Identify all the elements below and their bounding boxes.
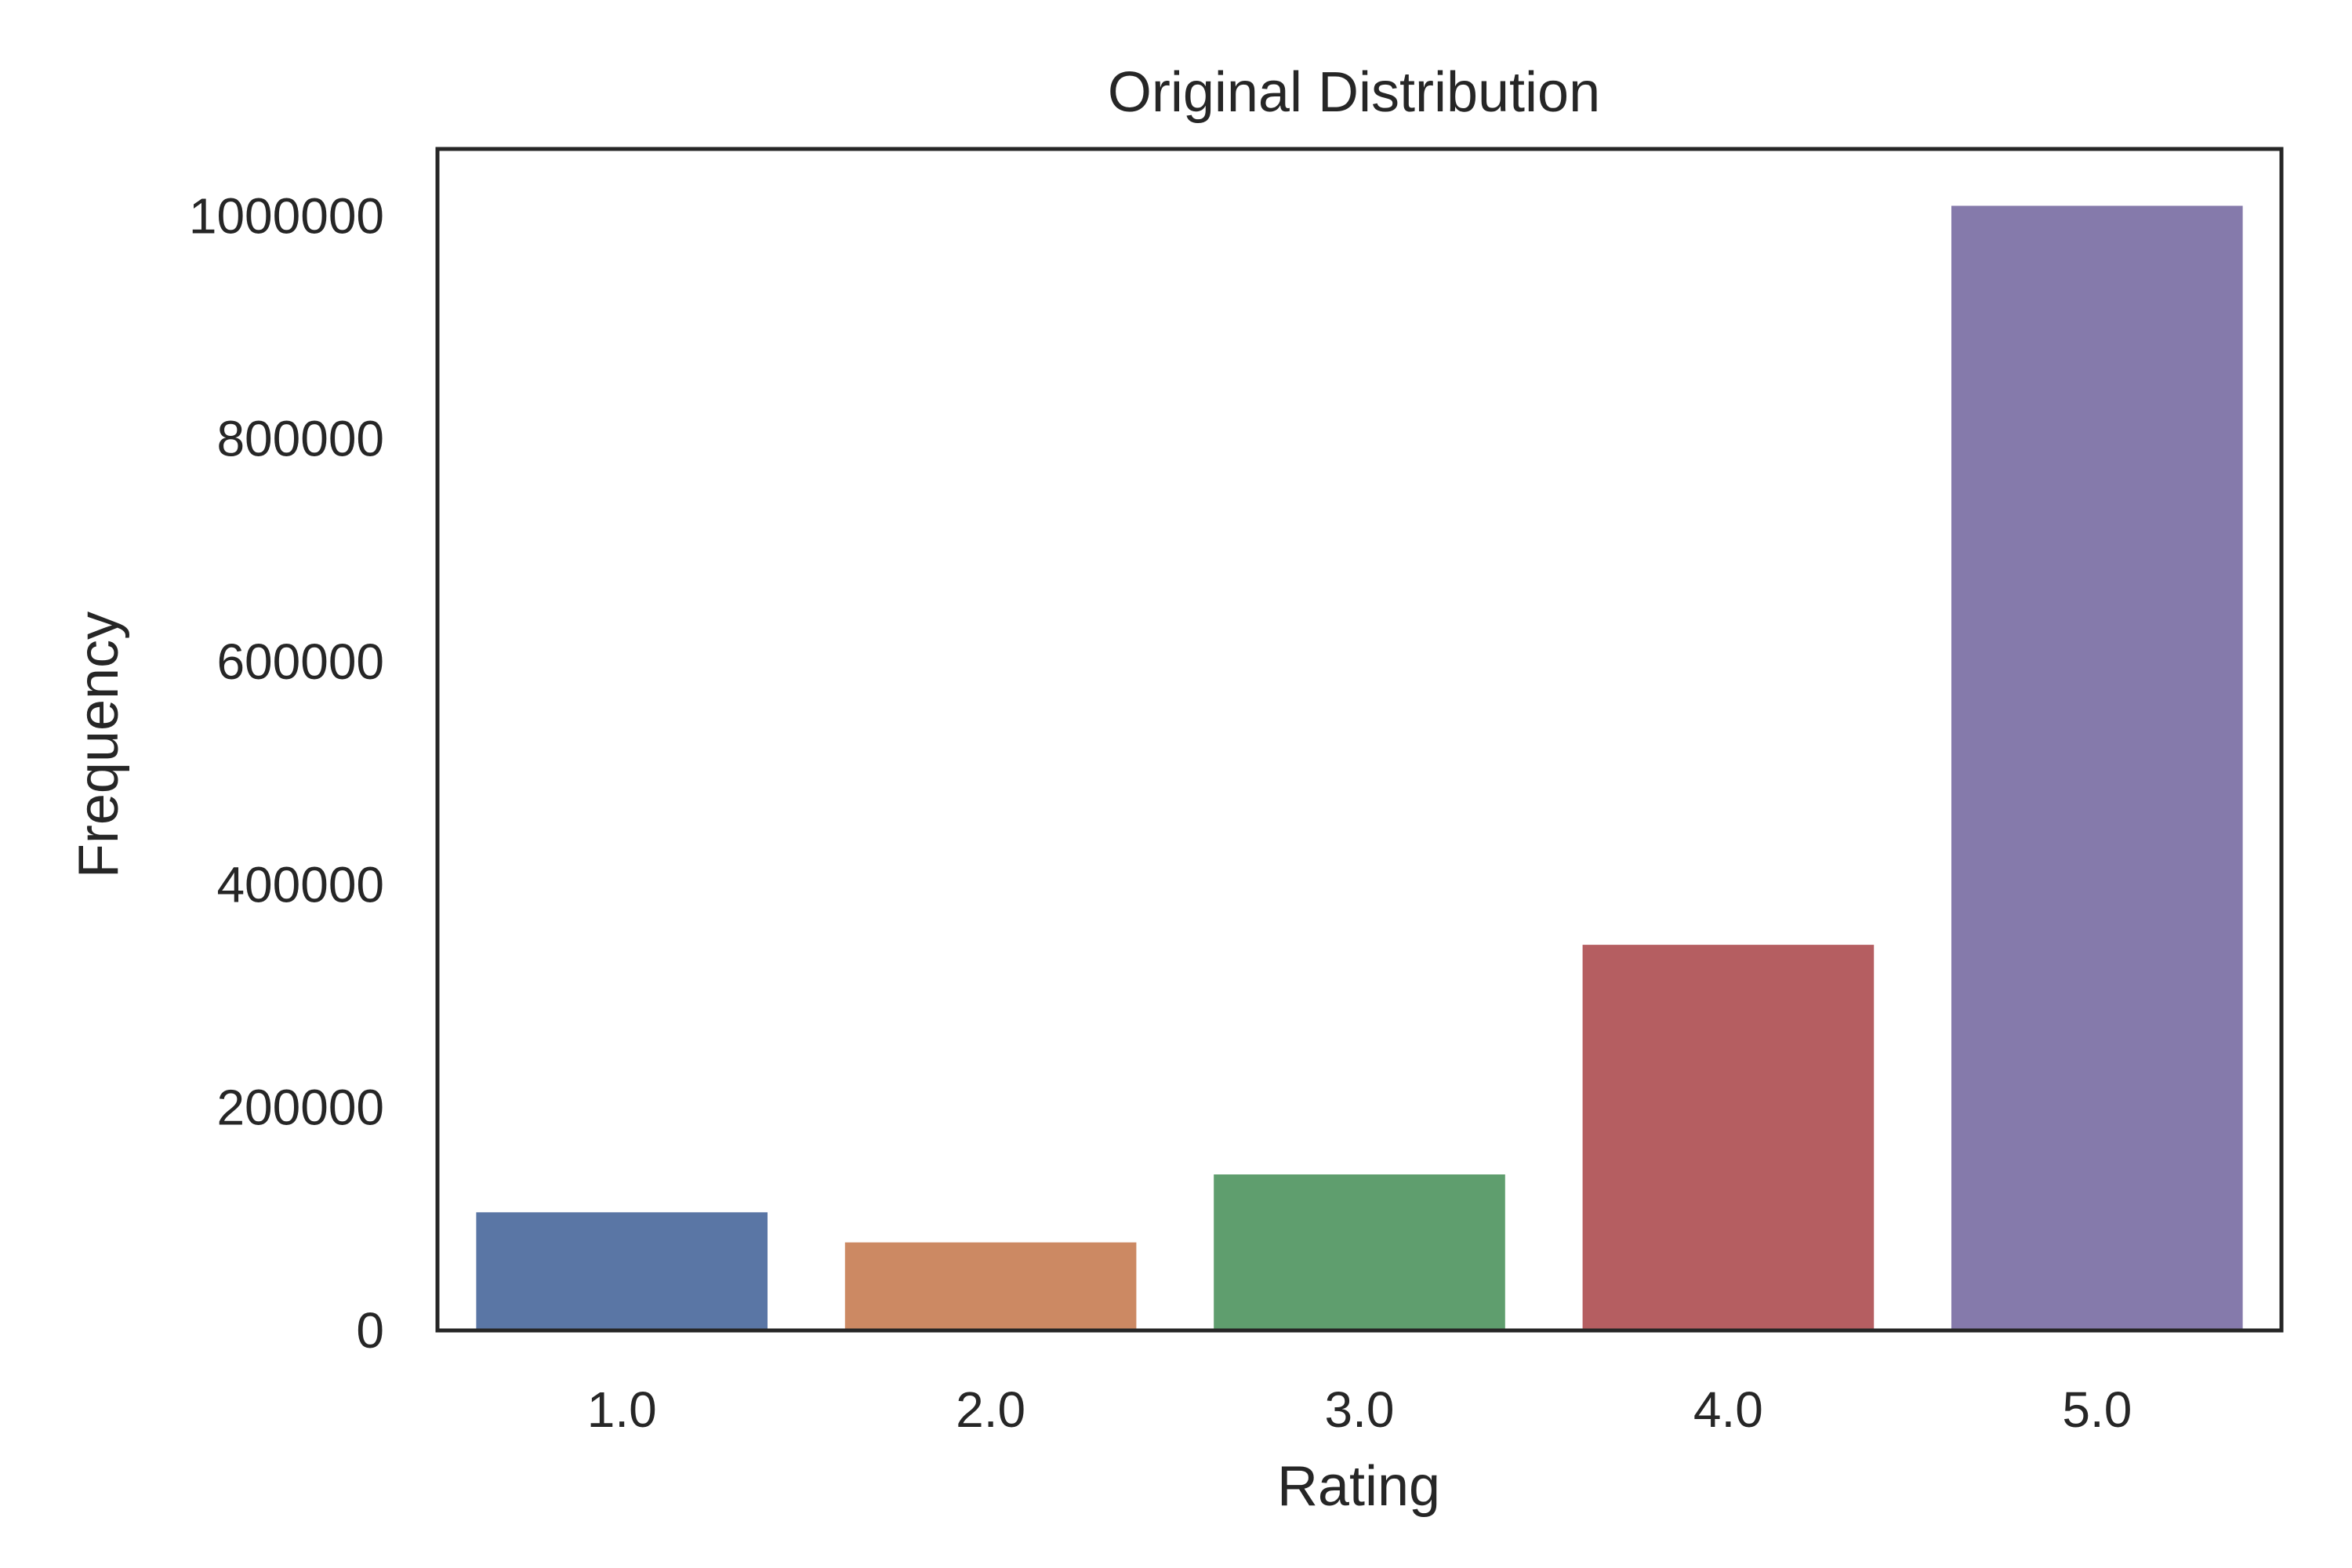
y-tick-label: 400000 [216,856,384,913]
y-tick-label: 200000 [216,1080,384,1136]
bar-1-0 [476,1212,768,1330]
bar-2-0 [844,1242,1137,1330]
x-tick-label: 2.0 [956,1381,1025,1438]
bar-4-0 [1582,945,1875,1330]
y-axis-ticks: 0 200000 400000 600000 800000 1000000 [189,187,384,1359]
y-tick-label: 600000 [216,633,384,690]
bar-3-0 [1214,1174,1505,1330]
bars-group [476,205,2243,1330]
x-tick-label: 5.0 [2062,1381,2132,1438]
x-tick-label: 4.0 [1693,1381,1763,1438]
x-axis-ticks: 1.0 2.0 3.0 4.0 5.0 [587,1381,2132,1438]
y-tick-label: 0 [356,1302,384,1359]
chart-title: Original Distribution [1108,61,1600,124]
plot-frame [435,147,2284,1333]
y-tick-label: 1000000 [189,187,384,244]
y-tick-label: 800000 [216,411,384,467]
x-axis-label: Rating [1277,1455,1440,1518]
bar-5-0 [1951,205,2243,1330]
y-axis-label: Frequency [67,612,130,878]
x-tick-label: 3.0 [1325,1381,1395,1438]
x-tick-label: 1.0 [587,1381,657,1438]
